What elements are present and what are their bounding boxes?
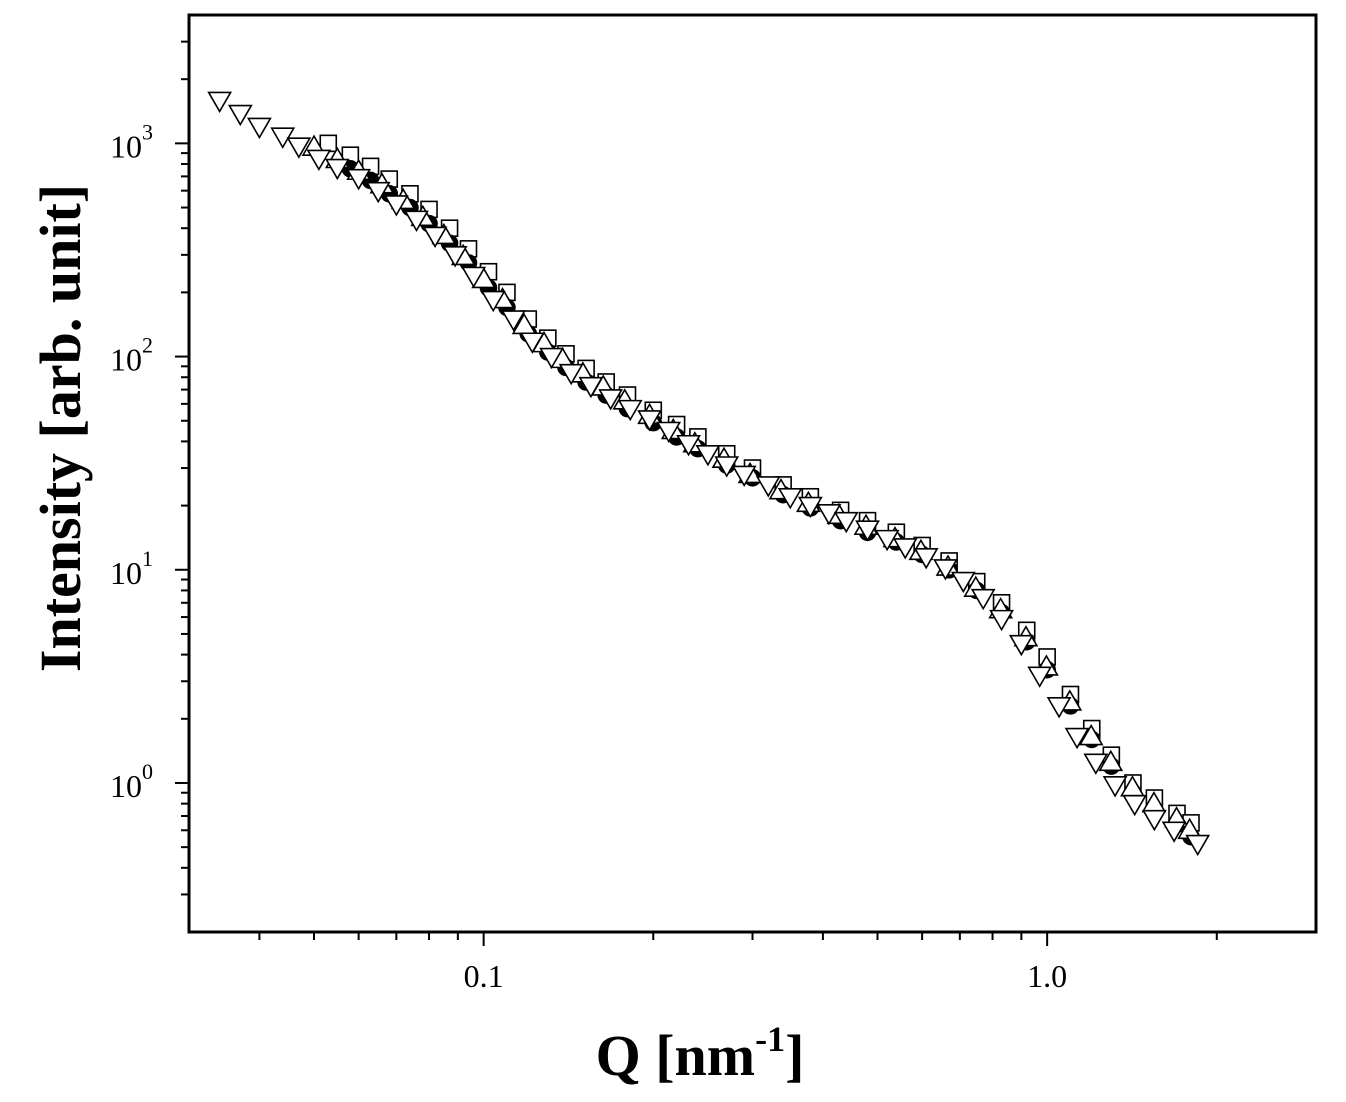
triangle-down-marker [950, 571, 976, 594]
triangle-down-marker [874, 529, 900, 552]
triangle-down-marker [578, 376, 604, 399]
triangle-down-marker [1102, 776, 1128, 798]
triangle-down-marker [755, 476, 781, 498]
triangle-down-marker [1185, 834, 1211, 857]
triangle-down-marker [1083, 753, 1109, 775]
y-tick-base: 10 [110, 342, 142, 378]
triangle-down-marker [247, 117, 272, 140]
triangle-up-marker [1078, 724, 1104, 746]
square-marker [319, 134, 338, 153]
y-tick-exponent: 3 [142, 119, 153, 144]
triangle-down-marker [1122, 794, 1148, 817]
triangle-down-marker [913, 548, 939, 570]
triangle-down-marker [797, 496, 823, 519]
x-title-main: Q [nm [596, 1023, 756, 1088]
triangle-down-marker [461, 266, 487, 289]
y-tick-label: 101 [110, 546, 153, 591]
triangle-down-marker [656, 421, 682, 444]
x-title-tail: ] [785, 1023, 804, 1088]
triangle-down-marker [714, 456, 740, 478]
y-tick-base: 10 [110, 768, 142, 804]
triangle-down-marker [422, 226, 448, 249]
triangle-down-marker [346, 168, 372, 191]
triangle-down-marker [1027, 666, 1053, 688]
triangle-down-marker [833, 511, 859, 534]
triangle-down-marker [695, 444, 721, 467]
y-tick-exponent: 0 [142, 759, 153, 784]
y-tick-label: 102 [110, 333, 153, 378]
y-tick-base: 10 [110, 128, 142, 164]
triangle-up-marker [1098, 749, 1124, 772]
triangle-down-marker [519, 332, 545, 354]
triangle-down-marker [598, 389, 623, 411]
triangle-down-marker [1064, 727, 1090, 750]
triangle-down-marker [970, 588, 996, 611]
triangle-down-marker [227, 104, 253, 127]
triangle-down-marker [207, 91, 233, 114]
triangle-down-marker [816, 504, 842, 526]
triangle-down-marker [676, 434, 701, 457]
x-title-exponent: -1 [755, 1019, 785, 1059]
triangle-down-marker [1142, 809, 1167, 832]
y-tick-label: 100 [110, 759, 153, 804]
triangle-down-marker [989, 609, 1014, 632]
triangle-down-marker [539, 347, 564, 370]
triangle-down-marker [480, 290, 506, 313]
triangle-down-marker [933, 559, 958, 581]
triangle-down-marker [324, 158, 350, 181]
triangle-down-marker [1046, 697, 1072, 719]
y-tick-exponent: 1 [142, 546, 153, 571]
triangle-down-marker [365, 181, 391, 204]
triangle-down-marker [617, 399, 643, 422]
y-axis-title: Intensity [arb. unit] [28, 184, 93, 672]
triangle-down-marker [1008, 634, 1034, 657]
triangle-down-marker [1161, 821, 1187, 843]
x-tick-label: 0.1 [464, 958, 504, 994]
triangle-down-marker [383, 195, 409, 217]
y-tick-exponent: 2 [142, 333, 153, 358]
triangle-down-marker [558, 363, 584, 386]
y-tick-base: 10 [110, 555, 142, 591]
x-axis-title: Q [nm-1] [596, 1019, 805, 1088]
triangle-down-marker [731, 465, 757, 488]
triangle-down-marker [306, 149, 332, 172]
y-tick-label: 103 [110, 119, 153, 164]
triangle-down-marker [777, 487, 803, 510]
triangle-down-marker [501, 310, 526, 332]
triangle-down-marker [855, 520, 880, 542]
triangle-down-marker [286, 137, 312, 159]
triangle-down-marker [892, 538, 918, 560]
x-tick-label: 1.0 [1027, 958, 1067, 994]
triangle-down-marker [637, 410, 662, 432]
triangle-down-marker [404, 210, 429, 232]
triangle-down-marker [442, 246, 468, 268]
